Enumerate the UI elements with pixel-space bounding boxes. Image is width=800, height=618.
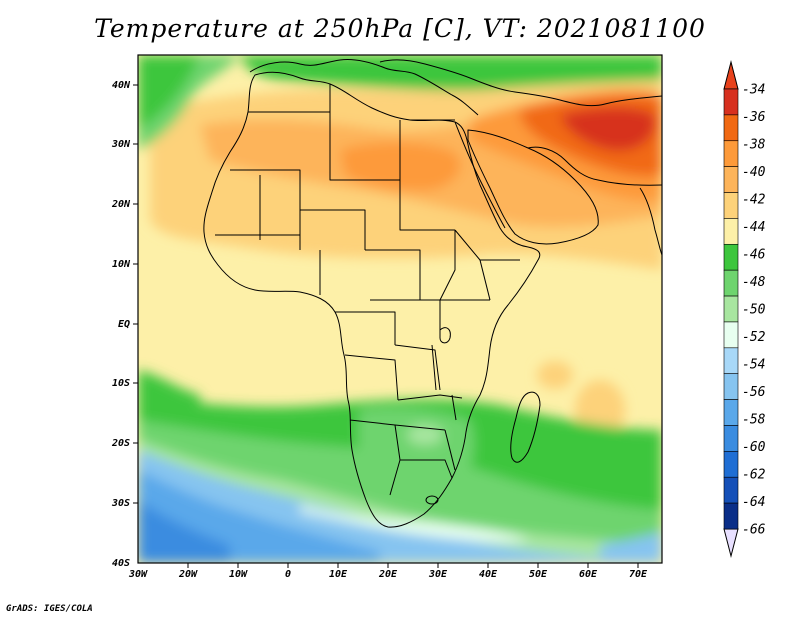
lat-label: 10N [112,259,131,270]
colorbar: -34 -36 -38 -40 -42 -44 -46 -48 -50 -52 -54 -56 -58 -… [723,60,766,558]
lon-axis: 30W 20W 10W 0 10E 20E 30E 40E 50E 60E 70… [128,563,648,580]
lon-label: 30E [428,569,448,580]
colorbar-label: -58 [742,413,766,428]
colorbar-label: -46 [742,248,766,263]
temperature-field [138,55,662,563]
colorbar-label: -40 [742,165,766,180]
lat-label: 20N [111,199,131,210]
lon-label: 20E [378,569,398,580]
lon-label: 30W [128,569,148,580]
colorbar-segment [723,502,739,530]
lat-label: 30N [111,139,131,150]
lat-label: EQ [118,319,130,330]
lon-label: 10E [329,569,348,580]
colorbar-label: -34 [742,83,765,98]
coastlines [203,59,662,528]
lat-label: 30S [111,498,130,509]
colorbar-segment [723,347,739,375]
colorbar-segment [723,88,739,116]
lat-label: 40N [112,80,131,91]
colorbar-label: -56 [742,385,766,400]
colorbar-label: -64 [742,495,765,510]
colorbar-segment [723,425,739,452]
colorbar-segment [723,114,739,142]
lon-label: 40E [479,569,498,580]
lon-label: 70E [629,569,648,580]
colorbar-segment [723,140,739,167]
lat-label: 10S [112,378,130,389]
lon-label: 50E [529,569,548,580]
lat-axis: 40N 30N 20N 10N EQ 10S 20S 30S 40S [111,80,138,569]
colorbar-label: -36 [742,110,766,125]
footer-credit: GrADS: IGES/COLA [6,604,93,614]
plot-frame [137,54,663,564]
colorbar-label: -48 [742,275,766,290]
colorbar-segment [723,399,739,426]
colorbar-label: -62 [742,468,766,483]
colorbar-segment [723,476,739,504]
colorbar-label: -60 [742,440,766,455]
colorbar-label: -42 [742,193,766,208]
lon-label: 0 [285,569,291,580]
colorbar-segment [723,373,739,400]
colorbar-segment [723,243,739,271]
colorbar-segment [723,295,739,323]
lon-label: 60E [579,569,598,580]
lon-label: 20W [178,569,198,580]
colorbar-segment [723,192,739,219]
map-title: Temperature at 250hPa [C], VT: 202108110… [94,14,706,43]
colorbar-label: -54 [742,358,765,373]
colorbar-label: -66 [742,523,766,538]
colorbar-top-arrow [723,60,739,90]
lat-label: 40S [112,558,130,569]
colorbar-segment [723,451,739,478]
lon-label: 10W [229,569,248,580]
colorbar-label: -52 [742,330,766,345]
lat-label: 20S [111,438,130,449]
colorbar-segment [723,218,739,245]
colorbar-label: -50 [742,303,766,318]
colorbar-label: -38 [742,138,766,153]
colorbar-segment [723,269,739,297]
colorbar-segment [723,166,739,193]
colorbar-bottom-arrow [723,528,739,558]
colorbar-label: -44 [742,220,765,235]
colorbar-segment [723,321,739,349]
